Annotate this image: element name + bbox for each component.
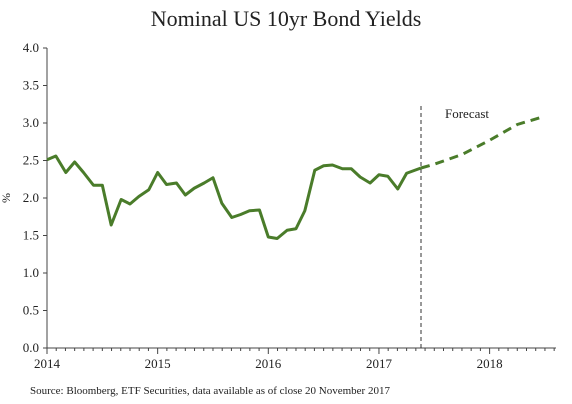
chart-title: Nominal US 10yr Bond Yields bbox=[150, 6, 422, 31]
yield-series-line bbox=[46, 154, 422, 240]
x-tick-label: 2014 bbox=[34, 356, 61, 371]
y-tick-label: 3.0 bbox=[23, 115, 39, 130]
y-tick-label: 0.0 bbox=[23, 340, 39, 355]
x-tick-label: 2016 bbox=[255, 356, 282, 371]
x-tick-label: 2015 bbox=[145, 356, 171, 371]
y-tick-label: 2.5 bbox=[23, 153, 39, 168]
forecast-series-line bbox=[420, 114, 546, 170]
y-axis-label: % bbox=[0, 193, 13, 203]
y-tick-label: 4.0 bbox=[23, 40, 39, 55]
x-tick-label: 2017 bbox=[366, 356, 393, 371]
chart-source-note: Source: Bloomberg, ETF Securities, data … bbox=[30, 385, 390, 397]
x-tick-label: 2018 bbox=[477, 356, 503, 371]
y-tick-label: 3.5 bbox=[23, 78, 39, 93]
y-tick-label: 1.0 bbox=[23, 265, 39, 280]
y-tick-label: 2.0 bbox=[23, 190, 39, 205]
y-tick-label: 0.5 bbox=[23, 303, 39, 318]
y-tick-label: 1.5 bbox=[23, 228, 39, 243]
forecast-label: Forecast bbox=[445, 106, 489, 121]
